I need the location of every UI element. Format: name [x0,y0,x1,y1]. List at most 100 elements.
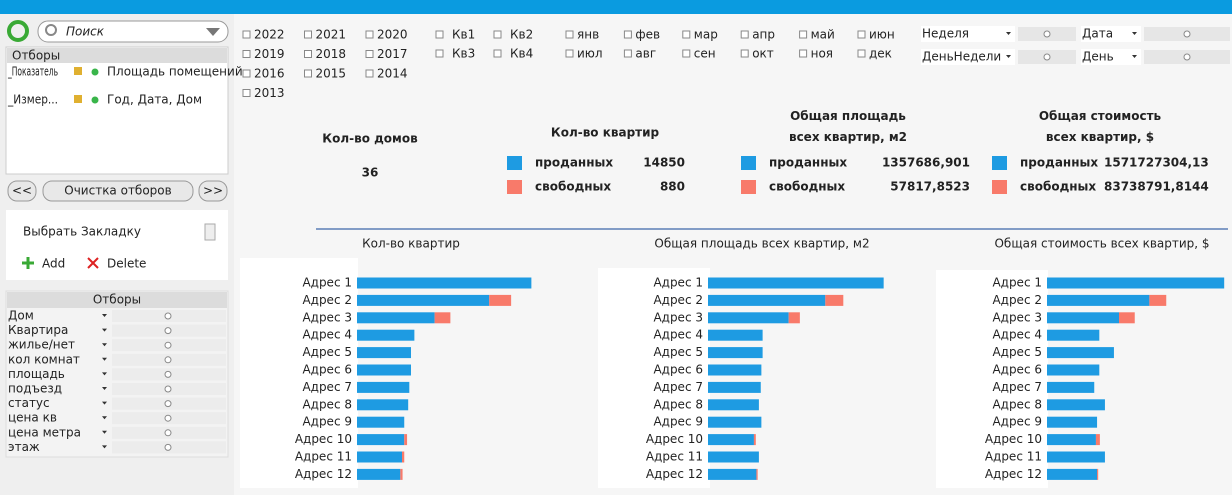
button-label[interactable]: << [12,184,32,198]
checkbox[interactable] [435,49,444,58]
checkbox[interactable] [493,49,502,58]
slider-label[interactable]: Неделя [922,27,969,41]
checkbox[interactable] [623,30,632,39]
filters-title: Отборы [93,293,141,307]
button[interactable] [42,180,194,202]
month-option[interactable]: апр [752,28,775,42]
dropdown[interactable] [1081,49,1141,65]
month-option[interactable]: ноя [811,47,833,61]
filter-label[interactable]: этаж [8,440,40,454]
checkbox[interactable] [682,30,691,39]
dropdown-arrow [102,372,107,376]
category-label: Адрес 9 [653,415,703,429]
bar [357,416,405,428]
checkbox[interactable] [242,89,251,97]
year-option[interactable]: 2014 [377,67,408,81]
search-box[interactable] [37,20,229,43]
checkbox[interactable] [242,69,251,78]
filter-label[interactable]: площадь [8,367,65,381]
checkbox[interactable] [799,49,808,58]
checkbox[interactable] [304,50,312,58]
selection-field: _Показатель [7,65,58,79]
checkbox[interactable] [242,30,251,39]
checkbox[interactable] [565,49,574,58]
checkbox[interactable] [304,30,312,39]
month-option[interactable]: фев [635,28,660,42]
legend-swatch [741,156,756,170]
add-button[interactable]: Add [42,257,65,271]
year-option[interactable]: 2017 [377,47,408,61]
month-option[interactable]: янв [577,28,599,42]
button[interactable] [198,180,228,202]
bookmark-select[interactable]: Выбрать Закладку [23,225,141,239]
year-option[interactable]: 2013 [254,86,285,100]
checkbox[interactable] [493,30,502,39]
slider-label[interactable]: День [1082,50,1114,64]
dropdown[interactable] [921,26,1015,42]
filter-label[interactable]: кол комнат [8,352,80,366]
year-option[interactable]: 2019 [254,47,285,61]
checkbox[interactable] [365,69,374,78]
filter-label[interactable]: жилье/нет [8,338,75,352]
dropdown-arrow [102,328,107,332]
month-option[interactable]: май [811,28,835,42]
year-option[interactable]: 2021 [316,28,347,42]
checkbox[interactable] [740,49,749,58]
year-option[interactable]: 2020 [377,28,408,42]
checkbox[interactable] [304,69,312,78]
filter-label[interactable]: цена кв [8,411,57,425]
checkbox[interactable] [565,30,574,39]
bar [1047,347,1114,359]
quarter-option[interactable]: Кв1 [452,28,475,42]
year-option[interactable]: 2016 [254,67,285,81]
dropdown[interactable] [921,49,1015,65]
filter-label[interactable]: Квартира [8,323,68,337]
month-option[interactable]: июл [577,47,603,61]
dropdown-arrow [1132,32,1137,35]
slider-knob [164,400,172,408]
button-label[interactable]: Очистка отборов [64,184,171,198]
button[interactable] [7,180,37,202]
kpi-value: 1357686,901 [882,156,970,170]
delete-button[interactable]: Delete [107,257,146,271]
dropdown-arrow [102,387,107,390]
checkbox[interactable] [365,30,374,39]
slider-label[interactable]: Дата [1082,27,1113,41]
checkbox[interactable] [799,30,808,39]
checkbox[interactable] [242,50,251,58]
category-label: Адрес 6 [992,363,1042,377]
dropdown[interactable] [1081,26,1141,42]
filter-label[interactable]: Дом [8,309,34,323]
quarter-option[interactable]: Кв2 [510,28,533,42]
dropdown-btn[interactable] [204,223,216,241]
selection-value: Год, Дата, Дом [107,93,202,107]
category-label: Адрес 9 [302,415,352,429]
month-option[interactable]: сен [694,47,716,61]
month-option[interactable]: авг [635,47,656,61]
checkbox[interactable] [682,49,691,58]
month-option[interactable]: дек [869,47,892,61]
bar [708,451,759,463]
filter-label[interactable]: цена метра [8,425,81,439]
button-label[interactable]: >> [203,184,223,198]
year-option[interactable]: 2015 [316,67,347,81]
month-option[interactable]: окт [752,47,774,61]
month-option[interactable]: мар [694,28,718,42]
quarter-option[interactable]: Кв3 [452,47,475,61]
year-option[interactable]: 2018 [316,47,347,61]
filter-label[interactable]: подъезд [8,382,62,396]
checkbox[interactable] [740,30,749,39]
bookmark-select[interactable] [18,224,214,240]
slider-label[interactable]: ДеньНедели [922,50,1001,64]
category-label: Адрес 4 [302,328,352,342]
month-option[interactable]: июн [869,28,895,42]
checkbox[interactable] [857,49,866,58]
checkbox[interactable] [435,30,444,39]
year-option[interactable]: 2022 [254,28,285,42]
checkbox[interactable] [623,49,632,58]
checkbox[interactable] [857,30,866,39]
checkbox[interactable] [365,50,374,58]
bar [708,277,884,289]
quarter-option[interactable]: Кв4 [510,47,533,61]
filter-label[interactable]: статус [8,396,50,410]
